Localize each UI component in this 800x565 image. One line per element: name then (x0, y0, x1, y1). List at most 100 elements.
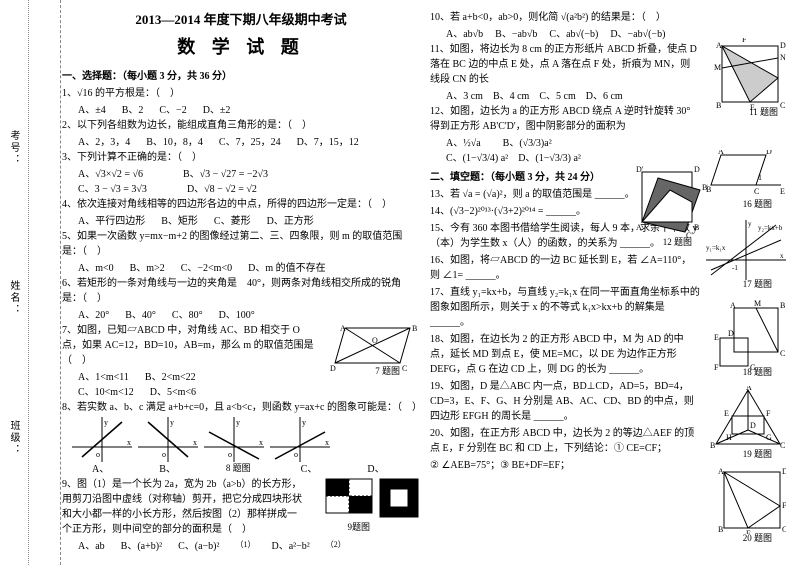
svg-text:B: B (694, 223, 699, 232)
q8-opt-c: C、 (301, 462, 318, 477)
q3-opt-b: B、√3 − √27 = −2√3 (183, 167, 268, 182)
q18-fig-label: 18 题图 (743, 366, 772, 380)
q18-figure: AB CD ME FG (714, 300, 786, 370)
q11-opt-d: D、6 cm (586, 89, 623, 104)
q6: 6、若矩形的一条对角线与一边的夹角是 40°，则两条对角线相交所成的锐角是：（ … (62, 276, 420, 306)
q3: 3、下列计算不正确的是：（ ） (62, 150, 420, 165)
q20-figure: AD BC FE (718, 466, 786, 534)
svg-text:A: A (636, 223, 642, 232)
q12-opt-c: C、(1−√3/4) a² (446, 151, 508, 166)
q17: 17、直线 y₁=kx+b，与直线 y₂=k₁x 在同一平面直角坐标系中的图象如… (430, 285, 700, 330)
q8-opt-a: A、 (92, 462, 109, 477)
svg-text:C: C (780, 101, 785, 110)
q4-opt-b: B、矩形 (161, 214, 198, 229)
q8-options: A、 B、 8 题图 C、 D、 (92, 462, 420, 477)
svg-text:B: B (710, 441, 715, 450)
svg-text:-1: -1 (732, 264, 738, 272)
svg-text:B: B (780, 301, 785, 310)
q16: 16、如图，将▱ABCD 的一边 BC 延长到 E，若 ∠A=110°，则 ∠1… (430, 253, 700, 283)
q8-opt-b: B、 (159, 462, 176, 477)
svg-text:A: A (718, 150, 724, 156)
right-column: 10、若 a+b<0，ab>0，则化简 √(a²b²) 的结果是：（ ） A、a… (430, 10, 788, 554)
q9: 9、图（1）是一个长为 2a，宽为 2b（a>b）的长方形，用剪刀沿图中虚线（对… (62, 477, 302, 537)
q5-opt-a: A、m<0 (78, 261, 114, 276)
section-1-heading: 一、选择题：（每小题 3 分，共 36 分） (62, 69, 420, 84)
q9-figures (324, 477, 420, 519)
q7-opt-d: D、5<m<6 (150, 385, 196, 400)
q10-opt-d: D、−ab√(−b) (610, 27, 665, 42)
svg-text:C: C (780, 441, 785, 450)
q11-options: A、3 cm B、4 cm C、5 cm D、6 cm (446, 89, 626, 104)
svg-text:y: y (236, 418, 240, 427)
svg-text:y: y (170, 418, 174, 427)
svg-text:M: M (714, 63, 721, 72)
q5-options: A、m<0 B、m>2 C、−2<m<0 D、m 的值不存在 (78, 261, 420, 276)
svg-text:C: C (402, 364, 407, 373)
q2-opt-b: B、10，8，4 (146, 135, 203, 150)
svg-text:F: F (766, 409, 771, 418)
svg-text:y₁=k₁x: y₁=k₁x (706, 244, 726, 252)
q9-opt-a: A、ab (78, 539, 105, 554)
q16-fig-label: 16 题图 (743, 198, 772, 212)
svg-text:C: C (754, 187, 759, 196)
q10-options: A、ab√b B、−ab√b C、ab√(−b) D、−ab√(−b) (446, 27, 700, 42)
exam-title-sub: 数 学 试 题 (62, 34, 420, 61)
spine-dotline (28, 0, 30, 565)
q8-figures: xyo xyo xyo xyo (72, 417, 420, 462)
q7-fig-label: 7 题图 (375, 365, 400, 379)
q8: 8、若实数 a、b、c 满足 a+b+c=0，且 a<b<c，则函数 y=ax+… (62, 400, 420, 415)
q9-opt-c: C、(a−b)² (178, 539, 219, 554)
svg-text:o: o (96, 450, 100, 459)
q2-opt-d: D、7，15，12 (297, 135, 359, 150)
q20b: ② ∠AEB=75°；③ BE+DF=EF； (430, 458, 700, 473)
q1-opt-c: C、−2 (159, 103, 186, 118)
q5-opt-c: C、−2<m<0 (181, 261, 232, 276)
svg-text:y₂=kx+b: y₂=kx+b (758, 224, 783, 232)
svg-text:x: x (193, 438, 197, 447)
q8-opt-d: D、 (367, 462, 384, 477)
svg-text:M: M (754, 300, 761, 308)
svg-text:A: A (746, 386, 752, 392)
q2-opt-a: A、2，3，4 (78, 135, 130, 150)
spine-xingming-label: 姓名： (6, 280, 21, 316)
svg-text:D: D (728, 329, 734, 338)
q1: 1、√16 的平方根是：（ ） (62, 86, 420, 101)
q11-opt-b: B、4 cm (493, 89, 529, 104)
q20-fig-label: 20 题图 (743, 532, 772, 546)
svg-text:1: 1 (758, 173, 762, 182)
q4-opt-d: D、正方形 (267, 214, 314, 229)
exam-title-main: 2013—2014 年度下期八年级期中考试 (62, 10, 420, 30)
svg-text:F: F (782, 501, 786, 510)
q6-opt-b: B、40° (125, 308, 156, 323)
q12-opt-a: A、½√a (446, 136, 481, 151)
binding-spine: 考号： 姓名： 班级： (0, 0, 61, 565)
svg-text:D: D (694, 165, 700, 174)
q5: 5、如果一次函数 y=mx−m+2 的图像经过第二、三、四象限，则 m 的取值范… (62, 229, 420, 259)
svg-text:D: D (782, 467, 786, 476)
q12-figure: D'D AB B'C' (630, 160, 708, 238)
q4-opt-a: A、平行四边形 (78, 214, 145, 229)
q19: 19、如图，D 是△ABC 内一点，BD⊥CD，AD=5，BD=4，CD=3，E… (430, 379, 700, 424)
svg-text:A: A (716, 41, 722, 50)
q4: 4、依次连接对角线相等的四边形各边的中点，所得的四边形一定是：（ ） (62, 197, 420, 212)
q5-opt-b: B、m>2 (130, 261, 165, 276)
svg-text:D': D' (636, 165, 644, 174)
q2-options: A、2，3，4 B、10，8，4 C、7，25，24 D、7，15，12 (78, 135, 420, 150)
spine-banji-label: 班级： (6, 420, 21, 456)
q8-fig-d: xyo (270, 417, 330, 462)
q8-fig-c: xyo (204, 417, 264, 462)
q11-opt-a: A、3 cm (446, 89, 483, 104)
svg-text:x: x (780, 252, 784, 260)
q9-opt-d: D、a²−b² (271, 539, 309, 554)
svg-text:C: C (780, 349, 785, 358)
q16-figure: AD BCE 1 (706, 150, 786, 200)
svg-text:B: B (718, 525, 723, 534)
q18: 18、如图，在边长为 2 的正方形 ABCD 中，M 为 AD 的中点，延长 M… (430, 332, 700, 377)
q11-figure: AD BC MN FE (714, 38, 786, 110)
q6-options: A、20° B、40° C、80° D、100° (78, 308, 420, 323)
q6-opt-c: C、80° (172, 308, 203, 323)
q19-fig-label: 19 题图 (743, 448, 772, 462)
svg-text:A: A (718, 467, 724, 476)
q7-options-2: C、10<m<12 D、5<m<6 (78, 385, 420, 400)
svg-text:o: o (162, 450, 166, 459)
